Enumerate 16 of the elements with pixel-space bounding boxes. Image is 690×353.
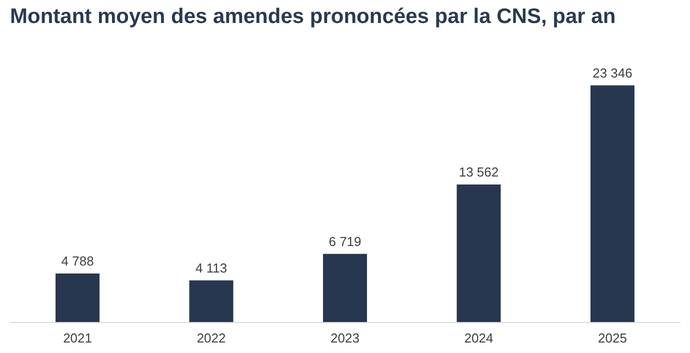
data-label: 4 113 [195,260,228,276]
x-tick-label: 2023 [330,330,360,346]
data-label: 4 788 [61,253,94,268]
data-label: 13 562 [458,164,499,180]
bar [56,273,100,322]
bar [590,85,634,322]
bar [323,254,367,322]
data-label: 23 346 [592,65,632,80]
chart-title: Montant moyen des amendes prononcées par la CNS, par an [10,5,616,28]
x-tick-label: 2021 [63,330,92,346]
x-tick-label: 2025 [598,330,627,346]
bar [456,184,501,322]
x-tick-label: 2024 [464,330,494,346]
bar [189,280,234,322]
data-label: 6 719 [328,234,362,249]
x-tick-label: 2022 [196,330,226,346]
